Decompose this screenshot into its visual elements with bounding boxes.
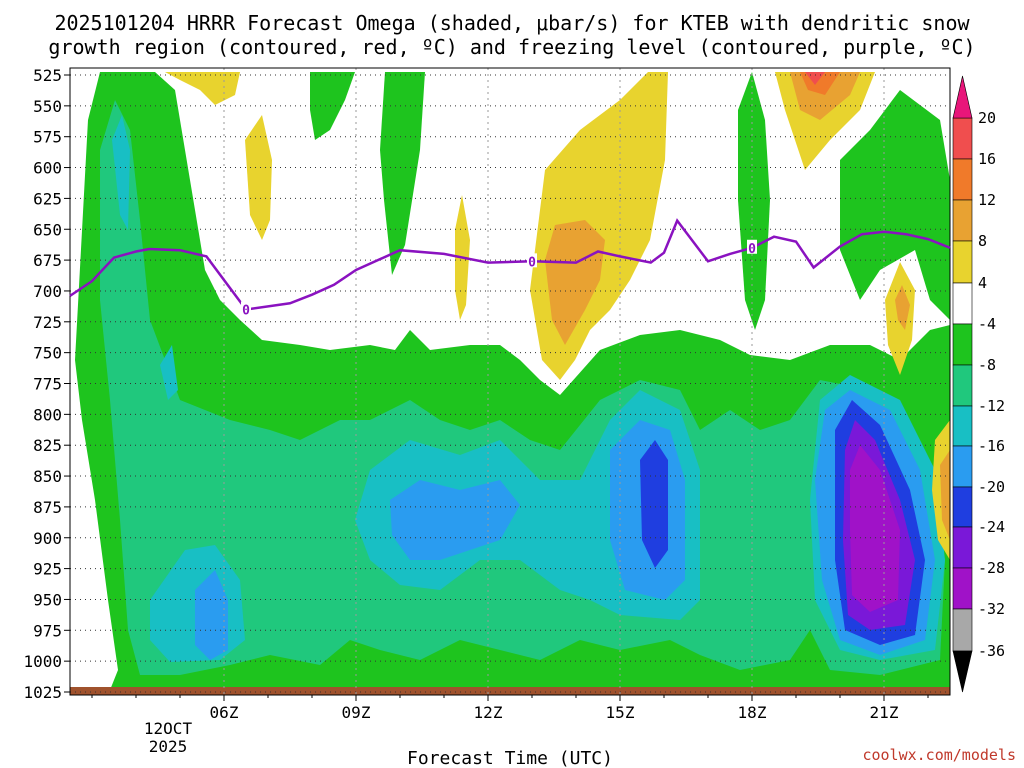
x-tick-label: 06Z <box>210 703 239 722</box>
colorbar-label: -16 <box>978 437 1005 455</box>
colorbar-label: 20 <box>978 109 996 127</box>
omega-region-m8-m4-18z <box>738 72 770 330</box>
freezing-level-labels: 0 0 0 <box>241 239 757 318</box>
y-tick-label: 875 <box>33 498 62 517</box>
x-tick-label: 09Z <box>342 703 371 722</box>
y-tick-label: 1000 <box>23 652 62 671</box>
y-tick-label: 625 <box>33 189 62 208</box>
gridlines <box>70 68 950 695</box>
y-tick-label: 800 <box>33 405 62 424</box>
freezing-level-value: 0 <box>242 303 250 318</box>
x-axis-label: Forecast Time (UTC) <box>407 748 613 768</box>
freezing-label-bg <box>527 253 537 268</box>
y-tick-label: 650 <box>33 220 62 239</box>
x-tick-label: 21Z <box>870 703 899 722</box>
colorbar-swatch <box>952 526 973 569</box>
freezing-level-line <box>69 218 951 311</box>
x-tick-label: 15Z <box>606 703 635 722</box>
colorbar-label: -8 <box>978 356 996 374</box>
colorbar-swatch <box>952 282 973 325</box>
y-tick-label: 925 <box>33 560 62 579</box>
colorbar-bottom-arrow <box>952 650 973 693</box>
y-tick-label: 1025 <box>23 683 62 702</box>
omega-region-m32-m28 <box>850 445 900 612</box>
freezing-level-value: 0 <box>748 242 756 257</box>
y-tick-label: 600 <box>33 159 62 178</box>
colorbar-swatch <box>952 486 973 528</box>
colorbar-label: -28 <box>978 559 1005 577</box>
omega-region-4-8-c <box>165 72 240 105</box>
chart-title-line1: 2025101204 HRRR Forecast Omega (shaded, … <box>54 11 970 35</box>
colorbar-label: 4 <box>978 274 987 292</box>
colorbar-swatch <box>952 608 973 652</box>
colorbar-swatch <box>952 158 973 201</box>
x-axis-ticks: 06Z 09Z 12Z 15Z 18Z 21Z <box>91 695 929 722</box>
colorbar-swatch <box>952 364 973 407</box>
omega-shading <box>75 72 950 690</box>
omega-region-m8-m4-top <box>380 72 425 275</box>
colorbar-swatch <box>952 445 973 488</box>
omega-region-8-12-d <box>940 450 950 540</box>
date-label-line2: 2025 <box>149 737 188 756</box>
y-tick-label: 575 <box>33 128 62 147</box>
colorbar-label: 12 <box>978 191 996 209</box>
freezing-label-bg <box>241 301 251 316</box>
y-tick-label: 675 <box>33 251 62 270</box>
date-label-line1: 12OCT <box>144 719 193 738</box>
y-tick-label: 725 <box>33 313 62 332</box>
colorbar-label: -12 <box>978 397 1005 415</box>
omega-region-4-8-b <box>245 115 272 240</box>
chart-title-line2: growth region (contoured, red, ºC) and f… <box>48 35 975 59</box>
colorbar: 20 16 12 8 4 -4 -8 -12 -16 -20 -24 -28 -32 -36 <box>952 75 1005 693</box>
y-tick-label: 825 <box>33 436 62 455</box>
y-tick-label: 750 <box>33 344 62 363</box>
omega-region-m12-m8 <box>100 100 945 675</box>
colorbar-swatch <box>952 240 973 284</box>
colorbar-label: 16 <box>978 150 996 168</box>
colorbar-swatch <box>952 323 973 366</box>
y-tick-label: 700 <box>33 282 62 301</box>
omega-region-8-12-c <box>895 285 910 330</box>
y-axis-ticks: 525 550 575 600 625 650 675 700 725 750 775 800 825 8… <box>23 66 70 702</box>
y-tick-label: 775 <box>33 375 62 394</box>
colorbar-swatch <box>952 199 973 242</box>
colorbar-swatch <box>952 117 973 160</box>
freezing-level-value: 0 <box>528 255 536 270</box>
y-tick-label: 550 <box>33 97 62 116</box>
colorbar-label: -24 <box>978 518 1005 536</box>
colorbar-swatch <box>952 405 973 447</box>
y-tick-label: 850 <box>33 467 62 486</box>
y-tick-label: 975 <box>33 621 62 640</box>
credit-label: coolwx.com/models <box>862 746 1016 764</box>
colorbar-swatch <box>952 567 973 610</box>
omega-region-m8-m4-top2 <box>310 72 355 140</box>
freezing-label-bg <box>747 239 757 254</box>
ground-surface <box>70 687 950 695</box>
plot-frame <box>69 67 951 696</box>
colorbar-top-arrow <box>952 75 973 119</box>
omega-region-m8-m4-21z <box>840 90 950 320</box>
y-tick-label: 950 <box>33 590 62 609</box>
y-tick-label: 525 <box>33 66 62 85</box>
colorbar-label: -32 <box>978 600 1005 618</box>
omega-region-8-12-a <box>545 220 605 345</box>
colorbar-label: -20 <box>978 478 1005 496</box>
x-tick-label: 18Z <box>738 703 767 722</box>
colorbar-label: -36 <box>978 642 1005 660</box>
colorbar-label: 8 <box>978 232 987 250</box>
colorbar-label: -4 <box>978 315 996 333</box>
x-tick-label: 12Z <box>474 703 503 722</box>
y-tick-label: 900 <box>33 529 62 548</box>
